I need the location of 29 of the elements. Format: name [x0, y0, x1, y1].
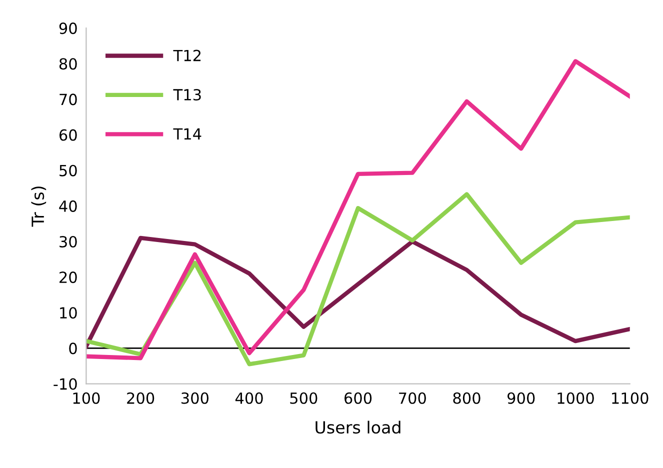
y-tick-label: -10: [54, 378, 77, 390]
x-tick-label: 1100: [612, 392, 648, 404]
y-tick-label: 30: [60, 236, 77, 248]
y-tick-label: 0: [69, 342, 77, 354]
legend-label: T14: [173, 128, 202, 140]
x-tick-label: 1000: [558, 392, 594, 404]
line-series: [86, 236, 630, 348]
x-tick-label: 100: [73, 392, 100, 404]
x-tick-label: 900: [508, 392, 535, 404]
legend-label: T13: [173, 88, 201, 101]
y-tick-label: 10: [60, 307, 77, 319]
line-series: [86, 192, 630, 366]
x-tick-label: 400: [235, 392, 263, 404]
y-axis-title: Tr (s): [31, 186, 46, 227]
legend-label: T12: [173, 50, 201, 62]
x-axis-title: Users load: [316, 420, 400, 434]
y-tick-label: 50: [60, 164, 77, 176]
x-tick-label: 800: [453, 392, 480, 404]
x-tick-label: 700: [399, 392, 426, 404]
y-tick-label: 80: [59, 58, 77, 70]
x-tick-label: 300: [182, 392, 208, 404]
y-tick-label: 90: [59, 22, 77, 34]
y-tick-label: 40: [59, 200, 77, 212]
x-tick-label: 200: [127, 392, 154, 404]
x-tick-label: 600: [344, 392, 372, 404]
y-tick-label: 20: [60, 272, 77, 284]
y-tick-label: 60: [59, 129, 77, 141]
x-tick-label: 500: [290, 392, 318, 404]
y-tick-label: 70: [60, 94, 77, 106]
